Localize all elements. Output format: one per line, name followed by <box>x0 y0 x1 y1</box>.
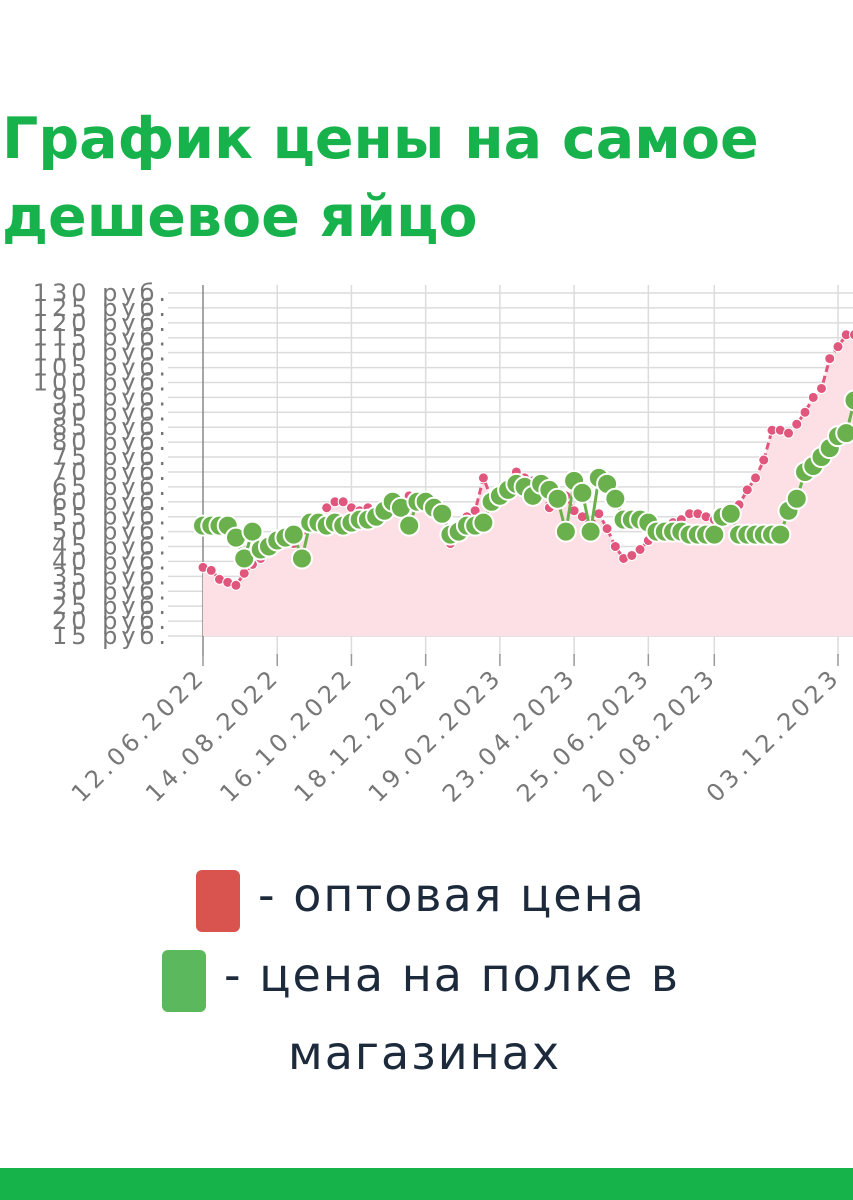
wholesale-point <box>791 418 803 430</box>
shelf-point <box>785 487 808 510</box>
y-tick-label: 125 руб. <box>33 294 170 322</box>
y-tick-label: 85 руб. <box>52 413 170 441</box>
legend-label-shelf-line2: магазинах <box>288 1026 562 1080</box>
shelf-point <box>546 487 569 510</box>
wholesale-point <box>238 567 250 579</box>
y-tick-label: 55 руб. <box>52 503 170 531</box>
shelf-point <box>241 520 264 543</box>
wholesale-point <box>205 564 217 576</box>
legend-label-shelf-line1: - цена на полке в <box>224 948 681 1002</box>
wholesale-point <box>626 549 638 561</box>
y-tick-label: 40 руб. <box>52 547 170 575</box>
wholesale-point <box>337 496 349 508</box>
y-tick-label: 80 руб. <box>52 428 170 456</box>
wholesale-point <box>230 579 242 591</box>
wholesale-point <box>758 454 770 466</box>
y-tick-label: 90 руб. <box>52 398 170 426</box>
y-tick-label: 60 руб. <box>52 488 170 516</box>
legend-swatch-shelf <box>162 950 206 1012</box>
wholesale-point <box>832 341 844 353</box>
wholesale-point <box>807 391 819 403</box>
wholesale-point <box>783 427 795 439</box>
shelf-point <box>843 389 853 412</box>
y-tick-label: 95 руб. <box>52 383 170 411</box>
y-tick-label: 100 руб. <box>33 368 170 396</box>
legend-swatch-wholesale <box>196 870 240 932</box>
wholesale-point <box>634 544 646 556</box>
x-tick-label: 12.06.2022 <box>66 662 211 807</box>
wholesale-point <box>799 406 811 418</box>
y-tick-label: 25 руб. <box>52 592 170 620</box>
y-tick-label: 65 руб. <box>52 473 170 501</box>
shelf-point <box>571 481 594 504</box>
shelf-point <box>703 523 726 546</box>
legend-label-wholesale: - оптовая цена <box>258 868 646 922</box>
wholesale-point <box>477 472 489 484</box>
y-tick-label: 70 руб. <box>52 458 170 486</box>
shelf-point <box>604 487 627 510</box>
y-tick-label: 30 руб. <box>52 577 170 605</box>
y-tick-label: 115 руб. <box>33 324 170 352</box>
x-tick-label: 23.04.2023 <box>437 662 582 807</box>
shelf-point <box>719 502 742 525</box>
x-tick-label: 19.02.2023 <box>363 662 508 807</box>
shelf-point <box>554 520 577 543</box>
shelf-point <box>835 422 853 445</box>
y-tick-label: 105 руб. <box>33 354 170 382</box>
x-tick-label: 16.10.2022 <box>214 662 359 807</box>
y-tick-label: 130 руб. <box>33 280 170 307</box>
wholesale-point <box>848 329 853 341</box>
shelf-point <box>579 520 602 543</box>
y-tick-label: 45 руб. <box>52 533 170 561</box>
x-tick-label: 18.12.2022 <box>289 662 434 807</box>
shelf-point <box>769 523 792 546</box>
wholesale-point <box>321 502 333 514</box>
y-tick-label: 50 руб. <box>52 518 170 546</box>
wholesale-point <box>824 353 836 365</box>
shelf-point <box>233 547 256 570</box>
footer-bar <box>0 1168 853 1200</box>
y-tick-label: 120 руб. <box>33 309 170 337</box>
wholesale-point <box>750 472 762 484</box>
wholesale-point <box>601 523 613 535</box>
wholesale-point <box>816 382 828 394</box>
x-tick-label: 14.08.2022 <box>140 662 285 807</box>
shelf-point <box>398 514 421 537</box>
shelf-point <box>431 502 454 525</box>
egg-price-chart: 130 руб.125 руб.120 руб.115 руб.110 руб.… <box>33 280 853 808</box>
shelf-point <box>290 547 313 570</box>
wholesale-point <box>741 484 753 496</box>
page-title: График цены на самое дешевое яйцо <box>2 106 759 250</box>
y-tick-label: 75 руб. <box>52 443 170 471</box>
y-tick-label: 110 руб. <box>33 339 170 367</box>
y-tick-label: 35 руб. <box>52 562 170 590</box>
y-tick-label: 15 руб. <box>52 622 170 650</box>
shelf-point <box>282 523 305 546</box>
x-tick-label: 03.12.2023 <box>701 662 846 807</box>
y-tick-label: 20 руб. <box>52 607 170 635</box>
shelf-point <box>472 511 495 534</box>
wholesale-point <box>609 541 621 553</box>
